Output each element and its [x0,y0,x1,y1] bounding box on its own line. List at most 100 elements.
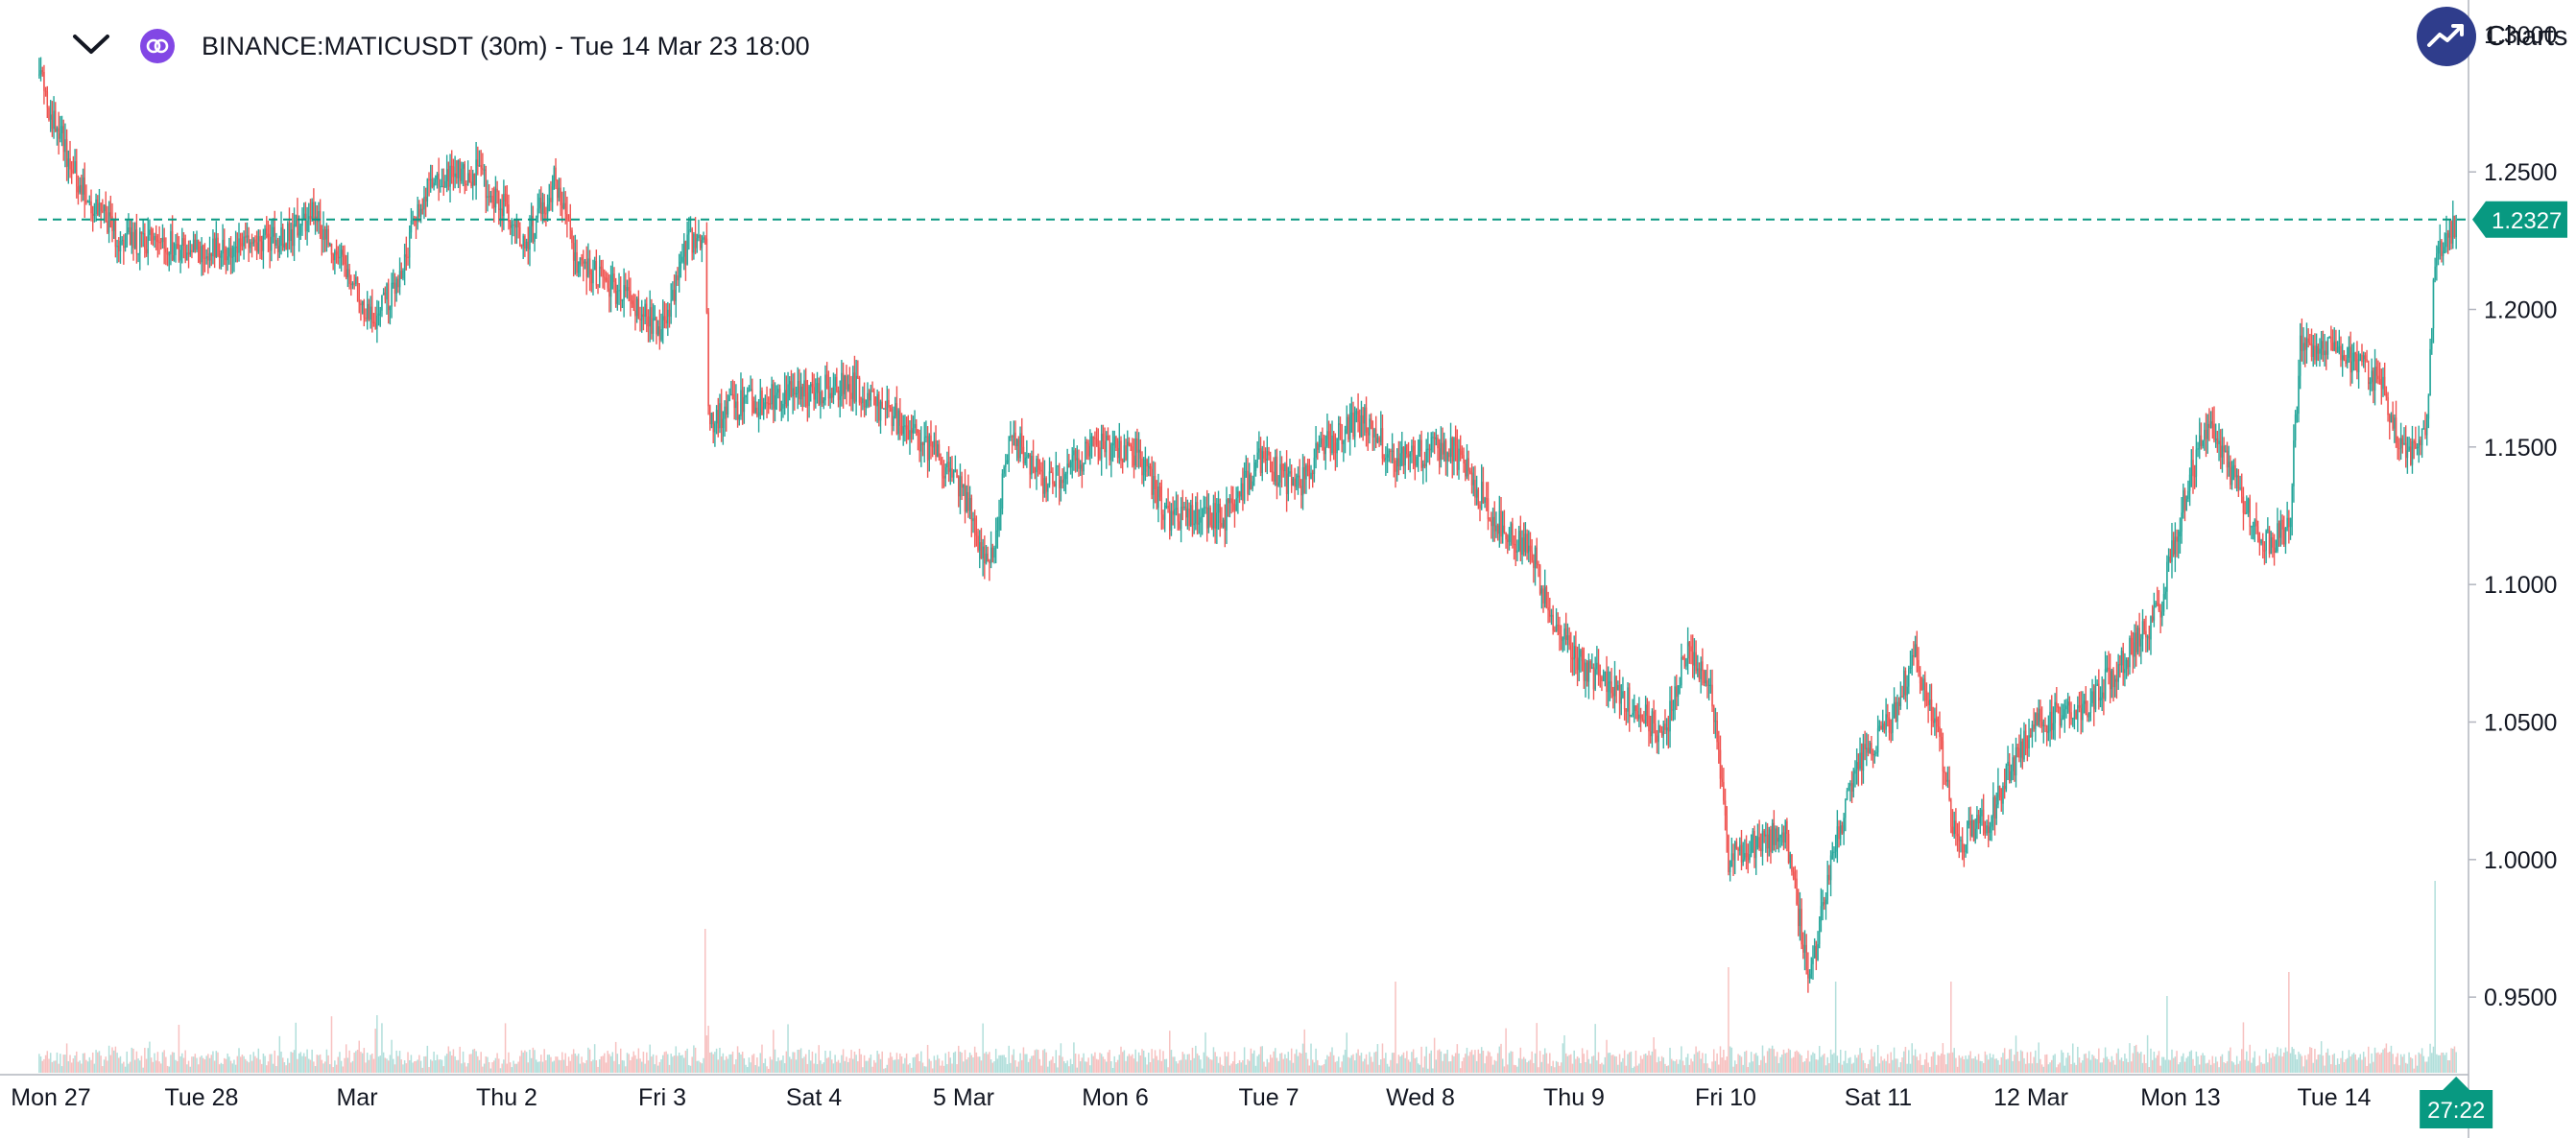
candle-body [1029,454,1031,475]
volume-bar [1362,1061,1364,1073]
candle [220,249,223,270]
candle-body [1676,686,1678,698]
candle [97,195,99,217]
candle [701,235,704,263]
candle [1369,414,1371,444]
volume-bar [245,1058,247,1073]
volume-bar [1896,1058,1898,1073]
candle-body [154,236,155,241]
candle [1443,432,1445,462]
candle [445,154,448,193]
candle [160,237,162,250]
candle [176,232,179,249]
candle [1380,411,1382,446]
candle-body [250,242,251,249]
candle [634,294,636,331]
candle [255,230,258,261]
volume-bar [970,1055,973,1073]
volume-bar [1125,1060,1127,1073]
candle [900,413,903,437]
candle-body [1407,454,1410,458]
candle-body [1659,724,1661,732]
volume-bar [1320,1065,1322,1073]
volume-bar [1045,1052,1047,1073]
volume-bar [217,1052,219,1073]
volume-bar [2298,1052,2300,1073]
candle [1235,486,1237,512]
candle-body [429,178,432,180]
volume-bar [1390,1059,1392,1073]
volume-bar [2169,1059,2172,1073]
candle [670,283,672,324]
candle [558,178,561,202]
volume-bar [1141,1049,1143,1073]
candle [1448,448,1450,462]
volume-bar [2155,1057,2157,1073]
candle-body [1003,466,1005,474]
candle [121,236,123,246]
volume-bar [848,1057,851,1073]
volume-bar [1552,1060,1554,1073]
candle-body [1127,441,1129,461]
candle-body [1768,829,1771,849]
volume-bar [1682,1060,1684,1073]
candle [1036,455,1038,490]
candle-body [1177,508,1179,522]
candle [907,415,910,440]
volume-bar [1586,1050,1588,1073]
candle [423,185,425,220]
candle [98,188,101,217]
candle [661,299,664,344]
volume-bar [2103,1057,2105,1073]
candle-body [730,393,732,396]
candle [1683,653,1686,670]
candle-body [147,235,149,254]
candle-body [902,426,904,435]
candle [1904,667,1907,702]
candle-body [1474,480,1476,498]
volume-bar [487,1056,489,1073]
volume-bar [853,1051,856,1073]
volume-bar [1031,1055,1033,1073]
candle [1081,451,1084,488]
candle-body [1787,833,1790,864]
volume-bar [2444,1055,2446,1073]
candle-body [727,400,729,415]
candle-body [761,391,763,415]
volume-bar [391,1039,393,1073]
candle [163,227,165,265]
volume-bar [1174,1056,1176,1073]
candle-body [461,168,463,181]
candle [471,169,474,201]
volume-bar [2108,1058,2110,1073]
volume-bar [1419,1064,1421,1073]
volume-bar [2317,1055,2320,1073]
candle-body [266,228,268,234]
candle [1211,512,1213,531]
candle [728,388,730,402]
candle [144,223,146,258]
volume-bar [788,1056,791,1073]
volume-bar [2289,1053,2292,1073]
candle [488,184,490,206]
volume-bar [1167,1067,1169,1073]
candle-body [1411,445,1413,452]
candle-body [1102,433,1105,441]
candle-body [639,319,641,320]
candle [1425,439,1427,483]
volume-bar [1355,1053,1358,1073]
candle-body [1269,455,1272,472]
volume-bar [150,1057,153,1073]
volume-bar [954,1051,957,1073]
candle [556,179,559,206]
candle [886,385,889,419]
candle [111,202,113,243]
candle-body [1238,491,1241,497]
candle-body [1022,446,1025,464]
candle-body [785,390,788,407]
candle-body [374,322,376,329]
candle [1573,635,1575,676]
volume-bar [1066,1060,1068,1073]
candle-body [145,249,148,254]
